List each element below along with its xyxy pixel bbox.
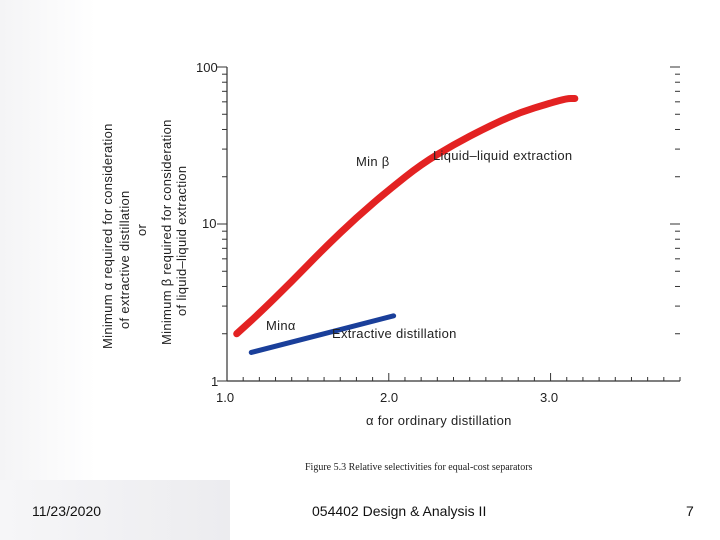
y-tick-label-100: 100 [196, 60, 218, 75]
series-line-extractive-distillation [248, 313, 397, 355]
liquid-liquid-extraction-label: Liquid–liquid extraction [433, 148, 572, 163]
footer-shade [0, 480, 230, 540]
y-axis-label-line-1: Minimum α required for consideration [100, 123, 115, 349]
left-gradient-band [0, 0, 96, 480]
footer-date: 11/23/2020 [32, 503, 102, 519]
min-beta-label: Min β [356, 154, 390, 169]
figure-caption: Figure 5.3 Relative selectivities for eq… [305, 462, 533, 473]
x-axis-label: α for ordinary distillation [366, 413, 512, 428]
extractive-distillation-label: Extractive distillation [332, 326, 457, 341]
x-tick-label-2: 2.0 [380, 390, 398, 405]
series-layer [233, 95, 579, 355]
y-axis-label-line-5: of liquid–liquid extraction [174, 166, 189, 316]
y-tick-label-10: 10 [202, 216, 216, 231]
footer-course-title: 054402 Design & Analysis II [312, 503, 487, 519]
x-tick-label-1: 1.0 [216, 390, 234, 405]
min-alpha-label: Minα [266, 318, 296, 333]
y-axis-label-line-2: of extractive distillation [117, 190, 132, 329]
series-line-liquid-liquid-extraction [233, 95, 579, 338]
axis-ticks [217, 66, 681, 382]
y-axis-label-line-4: Minimum β required for consideration [159, 119, 174, 345]
x-tick-label-3: 3.0 [540, 390, 558, 405]
y-tick-label-1: 1 [211, 374, 218, 389]
footer-page-number: 7 [686, 503, 694, 519]
y-axis-label-line-3: or [134, 223, 149, 236]
